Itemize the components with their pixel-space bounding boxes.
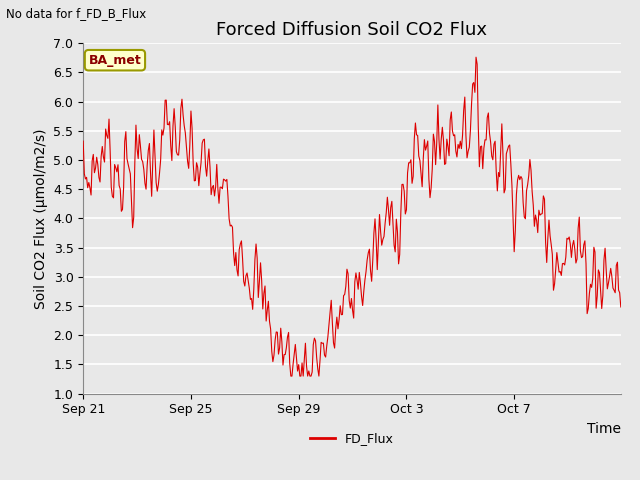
- Title: Forced Diffusion Soil CO2 Flux: Forced Diffusion Soil CO2 Flux: [216, 21, 488, 39]
- Legend: FD_Flux: FD_Flux: [305, 427, 399, 450]
- X-axis label: Time: Time: [587, 422, 621, 436]
- Text: BA_met: BA_met: [88, 54, 141, 67]
- Y-axis label: Soil CO2 Flux (μmol/m2/s): Soil CO2 Flux (μmol/m2/s): [34, 128, 48, 309]
- Text: No data for f_FD_B_Flux: No data for f_FD_B_Flux: [6, 7, 147, 20]
